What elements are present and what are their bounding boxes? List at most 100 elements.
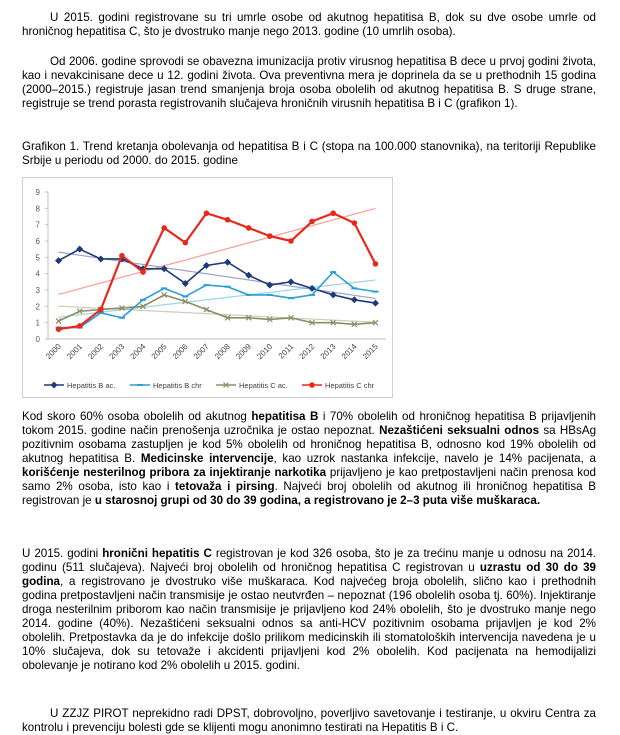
marker: [97, 255, 105, 263]
y-tick-label: 6: [36, 237, 41, 246]
marker: [266, 281, 274, 289]
bold-text: hepatitisa B: [251, 410, 319, 423]
legend-marker: [50, 381, 58, 389]
series: [55, 270, 379, 329]
marker: [372, 319, 379, 326]
text-run: , a registrovano je dvostruko više muška…: [22, 575, 596, 672]
marker: [245, 314, 252, 321]
bold-text: tetovaža i pirsing: [175, 480, 275, 493]
marker: [161, 225, 167, 231]
legend-item: Hepatitis B chr: [130, 381, 202, 390]
marker: [350, 296, 358, 304]
text-run: U 2015. godini: [22, 547, 103, 560]
marker: [329, 291, 337, 299]
marker: [181, 279, 189, 287]
y-tick-label: 2: [36, 302, 41, 311]
text-run: Kod skoro 60% osoba obolelih od akutnog: [22, 410, 252, 423]
marker: [55, 257, 63, 265]
paragraph: Od 2006. godine sprovodi se obavezna imu…: [22, 55, 596, 111]
marker: [203, 306, 210, 313]
series: [55, 245, 379, 307]
legend-item: Hepatitis B ac.: [44, 381, 115, 390]
series-line: [58, 248, 376, 304]
text-run: sa HBsAg pozitivnim osobama zastupljen j…: [22, 424, 597, 465]
marker: [98, 306, 104, 313]
marker: [160, 265, 168, 273]
bold-text: uzrastu od 30 do 39 godina: [22, 561, 596, 588]
bold-text: Medicinske intervencije: [140, 452, 274, 465]
marker: [119, 305, 125, 311]
series-line: [58, 270, 376, 329]
legend-marker: [309, 382, 315, 388]
y-tick-label: 4: [36, 270, 41, 279]
marker: [119, 252, 125, 259]
marker: [245, 271, 253, 279]
marker: [202, 262, 210, 269]
text-run: registrovan je kod 326 osoba, što je za …: [22, 547, 596, 574]
y-tick-label: 8: [36, 204, 41, 213]
marker: [309, 218, 315, 225]
y-tick-label: 5: [36, 253, 41, 262]
marker: [55, 326, 62, 332]
marker: [76, 323, 83, 329]
text-run: Od 2006. godine sprovodi se obavezna imu…: [22, 55, 596, 110]
text-run: , kao uzrok nastanka infekcije, navelo j…: [273, 452, 596, 465]
legend-marker: [223, 382, 229, 388]
series-line: [58, 294, 376, 326]
marker: [161, 291, 168, 298]
y-tick-label: 7: [36, 221, 41, 230]
marker: [330, 210, 336, 217]
legend-label: Hepatitis B ac.: [67, 381, 115, 390]
paragraph: U 2015. godini registrovane su tri umrle…: [22, 11, 596, 39]
bold-text: u starosnoj grupi od 30 do 39 godina, a …: [94, 494, 541, 507]
marker: [330, 319, 337, 326]
marker: [371, 299, 379, 307]
chart-frame: [22, 177, 393, 398]
marker: [351, 220, 358, 226]
marker: [309, 319, 315, 326]
text-run: . Najveći broj obolelih od akutnog ili h…: [22, 480, 596, 507]
trendline: [58, 251, 376, 300]
marker: [76, 308, 83, 315]
legend-label: Hepatitis C chr: [325, 381, 375, 390]
legend-label: Hepatitis C ac.: [239, 381, 288, 390]
paragraph: Kod skoro 60% osoba obolelih od akutnog …: [22, 410, 596, 508]
bold-text: hronični hepatitis C: [102, 547, 212, 560]
marker: [224, 216, 231, 223]
marker: [288, 314, 294, 321]
figure-caption: Grafikon 1. Trend kretanja obolevanja od…: [22, 140, 596, 168]
marker: [76, 245, 84, 253]
legend-item: Hepatitis C ac.: [216, 381, 288, 390]
series-line: [58, 211, 377, 331]
marker: [203, 210, 210, 217]
marker: [372, 261, 379, 267]
marker: [308, 284, 316, 292]
legend-label: Hepatitis B chr: [153, 381, 202, 390]
marker: [266, 316, 273, 323]
marker: [287, 278, 295, 286]
text-run: U ZZJZ PIROT neprekidno radi DPST, dobro…: [22, 707, 596, 734]
series: [55, 210, 379, 332]
y-tick-label: 1: [36, 319, 41, 328]
marker: [140, 303, 146, 310]
marker: [182, 239, 189, 246]
marker: [224, 314, 231, 321]
text-run: prijavljeno je kao pretpostavljeni način…: [22, 466, 596, 493]
bold-text: Nezaštićeni seksualni odnos: [379, 424, 540, 437]
trendline: [58, 279, 376, 318]
marker: [140, 269, 146, 275]
marker: [55, 318, 62, 324]
text-run: i 70% obolelih od hroničnog hepatitisa B…: [22, 410, 596, 437]
y-tick-label: 3: [36, 286, 41, 295]
y-tick-label: 0: [36, 335, 41, 344]
paragraph: U 2015. godini hronični hepatitis C regi…: [22, 547, 596, 673]
text-run: U 2015. godini registrovane su tri umrle…: [22, 11, 596, 38]
paragraph: U ZZJZ PIROT neprekidno radi DPST, dobro…: [22, 707, 596, 735]
legend-item: Hepatitis C chr: [302, 381, 375, 390]
marker: [267, 233, 273, 239]
y-tick-label: 9: [36, 188, 41, 197]
bold-text: korišćenje nesterilnog pribora za injekt…: [22, 466, 327, 479]
marker: [224, 258, 232, 266]
